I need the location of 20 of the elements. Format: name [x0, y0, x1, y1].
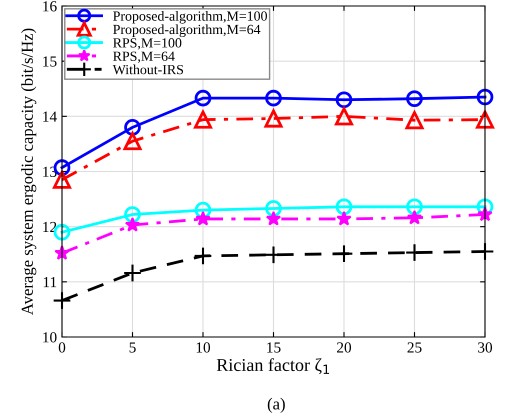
- legend-label: RPS,M=100: [113, 38, 182, 50]
- y-tick-label: 16: [43, 1, 57, 12]
- x-tick-label: 25: [408, 342, 422, 353]
- y-tick-label: 11: [44, 277, 56, 288]
- legend-label: RPS,M=64: [113, 52, 175, 63]
- legend-label: Without-IRS: [112, 64, 184, 74]
- x-axis-title: Rician factor ζ$_{1}$: [216, 358, 330, 374]
- text: (a): [268, 398, 285, 413]
- y-axis-title: Average system ergodic capacity (bit/s/Hz): [21, 28, 36, 315]
- legend-label: Proposed-algorithm,M=64: [113, 24, 260, 37]
- x-tick-label: 15: [267, 342, 281, 353]
- x-tick-label: 20: [337, 342, 352, 353]
- x-tick-label: 5: [130, 342, 136, 353]
- legend-label: Proposed-algorithm,M=100: [113, 10, 267, 24]
- y-tick-label: 15: [43, 56, 57, 67]
- y-tick-label: 10: [43, 332, 57, 342]
- x-tick-label: 10: [196, 342, 210, 353]
- x-tick-label: 30: [478, 342, 492, 353]
- x-tick-label: 0: [58, 342, 66, 353]
- y-tick-label: 14: [43, 112, 57, 122]
